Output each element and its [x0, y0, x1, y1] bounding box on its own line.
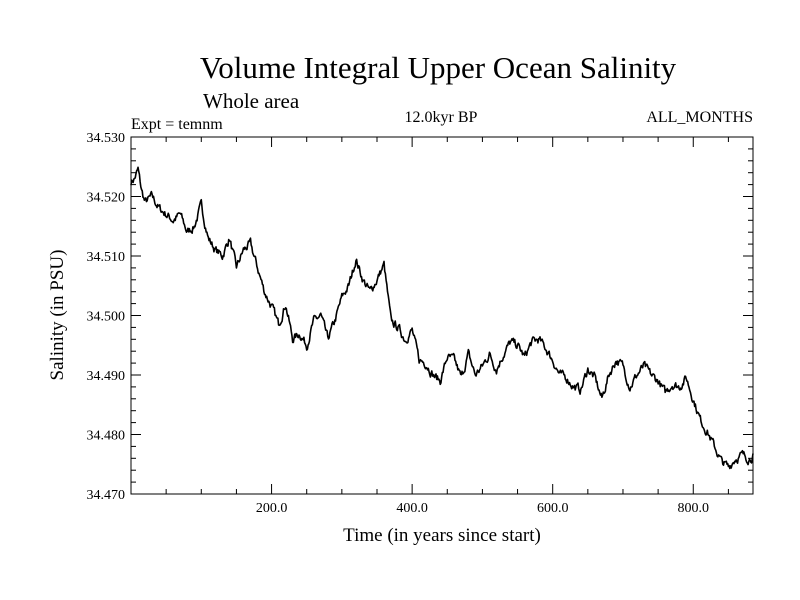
y-tick-label: 34.500 [87, 310, 126, 325]
y-tick-label: 34.530 [87, 131, 126, 146]
y-tick-label: 34.490 [87, 369, 126, 384]
y-tick-label: 34.520 [87, 191, 126, 206]
chart-title: Volume Integral Upper Ocean Salinity [200, 50, 677, 85]
x-tick-label: 200.0 [256, 501, 288, 516]
x-axis: 200.0 400.0 600.0 800.0 [165, 137, 729, 516]
x-axis-label: Time (in years since start) [343, 525, 541, 546]
months-label: ALL_MONTHS [646, 109, 753, 126]
y-axis: 34.470 34.480 34.490 34.500 34.510 34.520 34.5… [87, 131, 753, 503]
x-tick-label: 400.0 [396, 501, 428, 516]
y-tick-label: 34.480 [87, 429, 126, 444]
experiment-label: Expt = temnm [131, 116, 223, 133]
y-tick-label: 34.470 [87, 488, 126, 503]
x-tick-label: 800.0 [678, 501, 710, 516]
y-tick-label: 34.510 [87, 250, 126, 265]
chart-subtitle: Whole area [203, 89, 300, 113]
period-label: 12.0kyr BP [405, 109, 478, 126]
x-tick-label: 600.0 [537, 501, 569, 516]
y-axis-label: Salinity (in PSU) [47, 250, 68, 381]
salinity-series-line [130, 166, 754, 470]
plot-frame [130, 136, 754, 495]
